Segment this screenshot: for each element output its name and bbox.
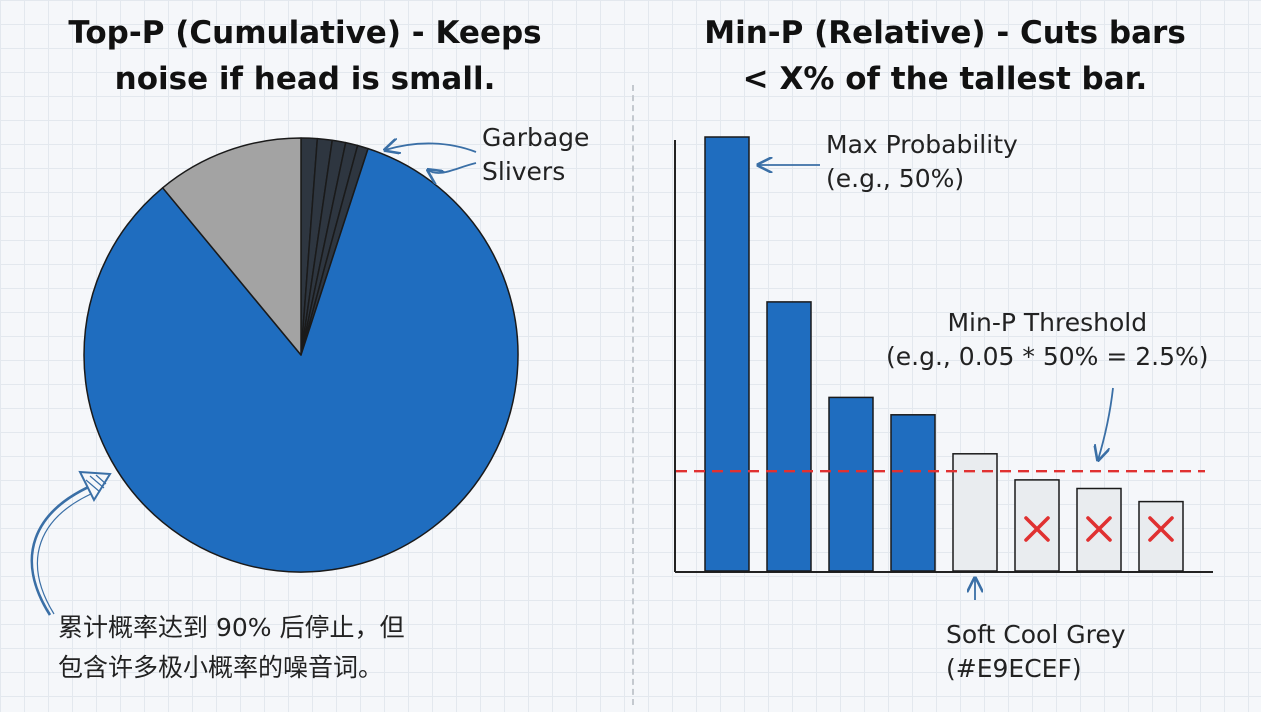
garbage-label-line-2: Slivers: [482, 157, 566, 186]
note-line-1: 累计概率达到 90% 后停止，但: [58, 613, 405, 642]
cross-icon: [1024, 516, 1050, 542]
bar-5-cut: [952, 453, 998, 572]
bar-2-kept: [766, 301, 812, 572]
right-title-line-2: < X% of the tallest bar.: [742, 61, 1148, 97]
left-title-line-2: noise if head is small.: [114, 61, 496, 97]
annotation-arrows: [385, 143, 1114, 600]
pie-slice-head-5: [83, 147, 519, 573]
right-panel-title: Min-P (Relative) - Cuts bars < X% of the…: [650, 10, 1240, 102]
cross-icon: [1148, 516, 1174, 542]
top-p-pie-chart: [83, 137, 519, 573]
min-p-bar-axes: [674, 140, 1213, 573]
grey-label-line-2: (#E9ECEF): [946, 654, 1082, 683]
bar-3-kept: [828, 396, 874, 572]
garbage-arrow-2-icon: [428, 162, 477, 173]
min-p-bar-chart: [704, 136, 1184, 572]
left-title-line-1: Top-P (Cumulative) - Keeps: [68, 15, 542, 51]
garbage-arrow-icon: [385, 143, 477, 152]
soft-cool-grey-label: Soft Cool Grey (#E9ECEF): [946, 618, 1126, 686]
max-label-line-1: Max Probability: [826, 130, 1018, 159]
left-panel-title: Top-P (Cumulative) - Keeps noise if head…: [20, 10, 590, 102]
threshold-arrow-icon: [1098, 387, 1114, 460]
cut-markers: [1024, 516, 1174, 542]
bar-8-cut: [1138, 500, 1184, 572]
min-p-threshold-label: Min-P Threshold (e.g., 0.05 * 50% = 2.5%…: [886, 306, 1209, 374]
cross-icon: [1086, 516, 1112, 542]
bar-4-kept: [890, 414, 936, 572]
curved-arrow-icon: [30, 470, 112, 616]
top-p-explanation-note: 累计概率达到 90% 后停止，但 包含许多极小概率的噪音词。: [58, 608, 404, 688]
panel-divider: [632, 85, 634, 705]
bar-1-kept: [704, 136, 750, 572]
garbage-label-line-1: Garbage: [482, 123, 590, 152]
threshold-label-line-2: (e.g., 0.05 * 50% = 2.5%): [886, 342, 1209, 371]
max-probability-label: Max Probability (e.g., 50%): [826, 128, 1018, 196]
grey-label-line-1: Soft Cool Grey: [946, 620, 1126, 649]
pie-slice-mid-6: [161, 137, 302, 356]
note-line-2: 包含许多极小概率的噪音词。: [58, 653, 384, 682]
garbage-slivers-label: Garbage Slivers: [482, 121, 589, 189]
threshold-label-line-1: Min-P Threshold: [947, 308, 1148, 337]
right-title-line-1: Min-P (Relative) - Cuts bars: [704, 15, 1186, 51]
bar-6-cut: [1014, 479, 1060, 572]
max-label-line-2: (e.g., 50%): [826, 164, 965, 193]
